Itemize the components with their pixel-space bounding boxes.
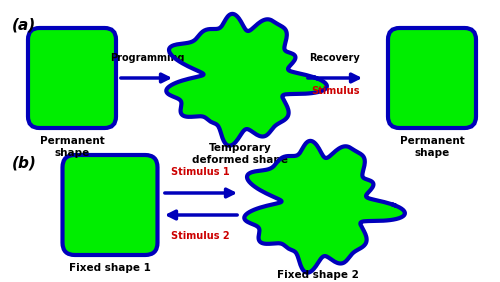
Text: Permanent
shape: Permanent shape [400,136,464,158]
Text: Programming: Programming [110,53,184,63]
Text: Stimulus 1: Stimulus 1 [170,167,230,177]
FancyBboxPatch shape [388,28,476,128]
Text: Temporary
deformed shape: Temporary deformed shape [192,143,288,165]
Text: Stimulus 2: Stimulus 2 [170,231,230,241]
Polygon shape [244,141,405,273]
Text: Permanent
shape: Permanent shape [40,136,104,158]
FancyBboxPatch shape [62,155,158,255]
Text: Fixed shape 2: Fixed shape 2 [277,270,359,280]
Text: Stimulus: Stimulus [311,86,359,96]
Polygon shape [166,14,327,146]
Text: Fixed shape 1: Fixed shape 1 [69,263,151,273]
Text: (a): (a) [12,18,36,33]
FancyBboxPatch shape [28,28,116,128]
Text: (b): (b) [12,155,37,170]
Text: Recovery: Recovery [310,53,360,63]
